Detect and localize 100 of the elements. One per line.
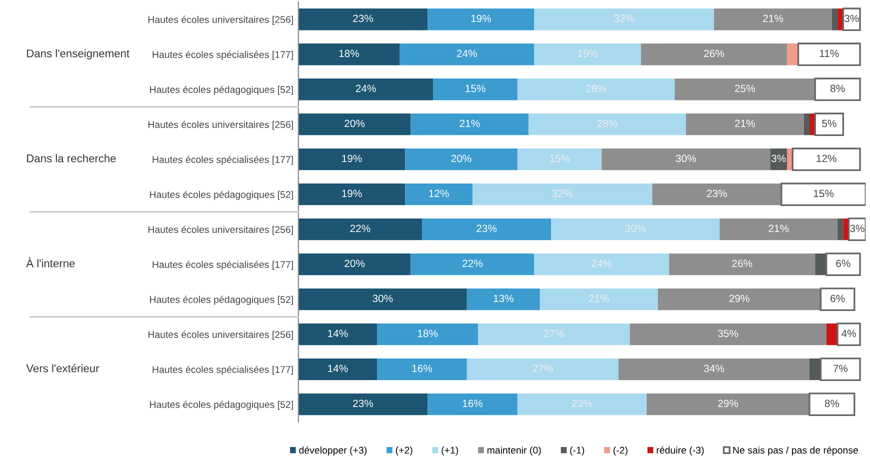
legend-label: (-1) bbox=[570, 446, 584, 456]
data-label: 11% bbox=[820, 50, 839, 58]
bar bbox=[674, 78, 816, 100]
data-label: 8% bbox=[830, 84, 845, 92]
bar bbox=[298, 288, 467, 310]
bar bbox=[630, 323, 826, 346]
bar bbox=[528, 113, 686, 136]
data-label: 15% bbox=[550, 154, 570, 162]
bar bbox=[517, 393, 647, 416]
legend-label: maintenir (0) bbox=[487, 446, 541, 456]
bar bbox=[298, 8, 428, 30]
y-tick-label: Hautes écoles pédagogiques [52] bbox=[150, 400, 293, 410]
bar bbox=[787, 43, 798, 66]
data-label: 22% bbox=[350, 224, 370, 232]
data-label: 26% bbox=[732, 260, 752, 268]
legend-label: (-2) bbox=[613, 446, 628, 456]
y-tick-label: Hautes écoles spécialisées [177] bbox=[152, 366, 293, 375]
bar bbox=[815, 253, 826, 276]
data-label: 27% bbox=[544, 330, 564, 338]
data-label: 19% bbox=[578, 50, 598, 58]
bar bbox=[780, 182, 866, 206]
data-label: 14% bbox=[328, 330, 348, 338]
data-label: 15% bbox=[466, 84, 486, 92]
data-label: 28% bbox=[597, 120, 618, 128]
y-tick-label: Hautes écoles pédagogiques [52] bbox=[150, 190, 293, 200]
y-tick-label: Hautes écoles spécialisées [177] bbox=[152, 156, 293, 165]
bar bbox=[658, 288, 821, 310]
bar bbox=[405, 148, 518, 170]
data-label: 20% bbox=[451, 154, 472, 162]
data-label: 28% bbox=[586, 84, 606, 92]
bar bbox=[410, 253, 534, 276]
text: À l'interne bbox=[26, 258, 75, 268]
y-tick-label: Hautes écoles spécialisées [177] bbox=[152, 50, 293, 60]
data-label: 30% bbox=[676, 154, 696, 162]
bar bbox=[820, 358, 861, 381]
bar bbox=[298, 78, 434, 100]
bar bbox=[410, 113, 529, 136]
y-tick-label: Hautes écoles spécialisées [177] bbox=[152, 260, 293, 270]
data-label: 29% bbox=[718, 400, 738, 408]
bar bbox=[298, 393, 428, 416]
data-label: 5% bbox=[822, 120, 836, 128]
bar bbox=[814, 78, 861, 102]
bar bbox=[826, 252, 861, 276]
y-tick-label: Hautes écoles universitaires [256] bbox=[148, 330, 293, 340]
data-label: 7% bbox=[833, 364, 848, 372]
y-tick-label: Hautes écoles universitaires [256] bbox=[148, 120, 293, 130]
data-label: 23% bbox=[572, 400, 592, 408]
bar bbox=[540, 288, 658, 310]
data-label: 24% bbox=[456, 50, 477, 58]
y-tick-label: Hautes écoles universitaires [256] bbox=[148, 16, 293, 25]
bar bbox=[428, 393, 518, 416]
bar bbox=[652, 183, 782, 206]
bar bbox=[534, 8, 714, 30]
data-label: 27% bbox=[532, 364, 553, 372]
data-label: 21% bbox=[763, 14, 784, 22]
data-label: 24% bbox=[592, 260, 612, 268]
data-label: 14% bbox=[328, 364, 348, 372]
bar bbox=[298, 323, 378, 346]
data-label: 12% bbox=[429, 190, 449, 198]
data-label: 3% bbox=[844, 14, 859, 22]
text: Vers l'extérieur bbox=[26, 364, 100, 372]
data-label: 26% bbox=[704, 50, 724, 58]
data-label: 30% bbox=[625, 224, 646, 232]
data-label: 4% bbox=[842, 330, 856, 338]
data-label: 3% bbox=[771, 154, 786, 162]
data-label: 6% bbox=[836, 260, 850, 268]
bar bbox=[809, 358, 821, 380]
bar bbox=[797, 42, 861, 66]
data-label: 20% bbox=[344, 260, 365, 268]
bar bbox=[618, 358, 810, 380]
legend-label: (+1) bbox=[442, 446, 458, 456]
data-label: 21% bbox=[735, 120, 755, 128]
bar bbox=[400, 43, 534, 66]
bar bbox=[808, 392, 856, 416]
bar bbox=[377, 323, 478, 346]
bar bbox=[298, 218, 422, 240]
bar bbox=[433, 78, 518, 100]
text: Dans l'enseignement bbox=[27, 49, 130, 60]
data-label: 19% bbox=[471, 14, 491, 22]
data-label: 23% bbox=[706, 190, 727, 198]
bar bbox=[838, 218, 844, 240]
bar bbox=[517, 148, 602, 170]
data-label: 24% bbox=[356, 84, 376, 92]
bar bbox=[686, 113, 804, 136]
data-label: 23% bbox=[476, 224, 497, 232]
y-tick-label: Hautes écoles pédagogiques [52] bbox=[150, 296, 293, 305]
data-label: 20% bbox=[344, 120, 365, 128]
data-label: 34% bbox=[704, 364, 724, 372]
bar bbox=[832, 8, 838, 30]
data-label: 8% bbox=[824, 400, 840, 408]
bar bbox=[848, 218, 866, 242]
bar bbox=[842, 8, 861, 32]
data-label: 21% bbox=[768, 224, 789, 232]
data-label: 18% bbox=[418, 330, 438, 338]
bar bbox=[298, 358, 378, 380]
text: Dans la recherche bbox=[27, 154, 116, 162]
data-label: 6% bbox=[830, 294, 845, 302]
bar bbox=[669, 253, 816, 276]
legend-label: Ne sais pas / pas de réponse bbox=[733, 446, 858, 456]
bar bbox=[298, 183, 406, 206]
